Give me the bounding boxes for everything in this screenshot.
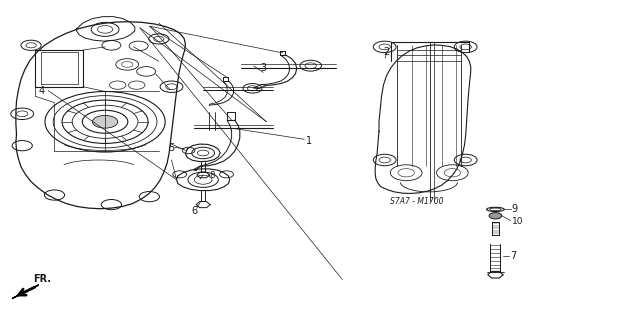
Text: S7A7 - M1700: S7A7 - M1700 xyxy=(390,197,443,206)
Text: 5: 5 xyxy=(169,143,174,153)
Text: 6: 6 xyxy=(191,206,198,216)
Text: 7: 7 xyxy=(510,251,517,260)
Text: 4: 4 xyxy=(39,85,45,96)
Text: 9: 9 xyxy=(512,204,518,214)
Text: 2: 2 xyxy=(384,47,390,57)
Text: 1: 1 xyxy=(306,136,312,146)
Circle shape xyxy=(93,116,118,128)
Text: 8: 8 xyxy=(209,172,215,180)
Text: 10: 10 xyxy=(512,217,523,226)
Polygon shape xyxy=(12,285,39,299)
Text: FR.: FR. xyxy=(34,274,51,284)
Circle shape xyxy=(489,212,501,219)
Text: 3: 3 xyxy=(260,63,266,73)
